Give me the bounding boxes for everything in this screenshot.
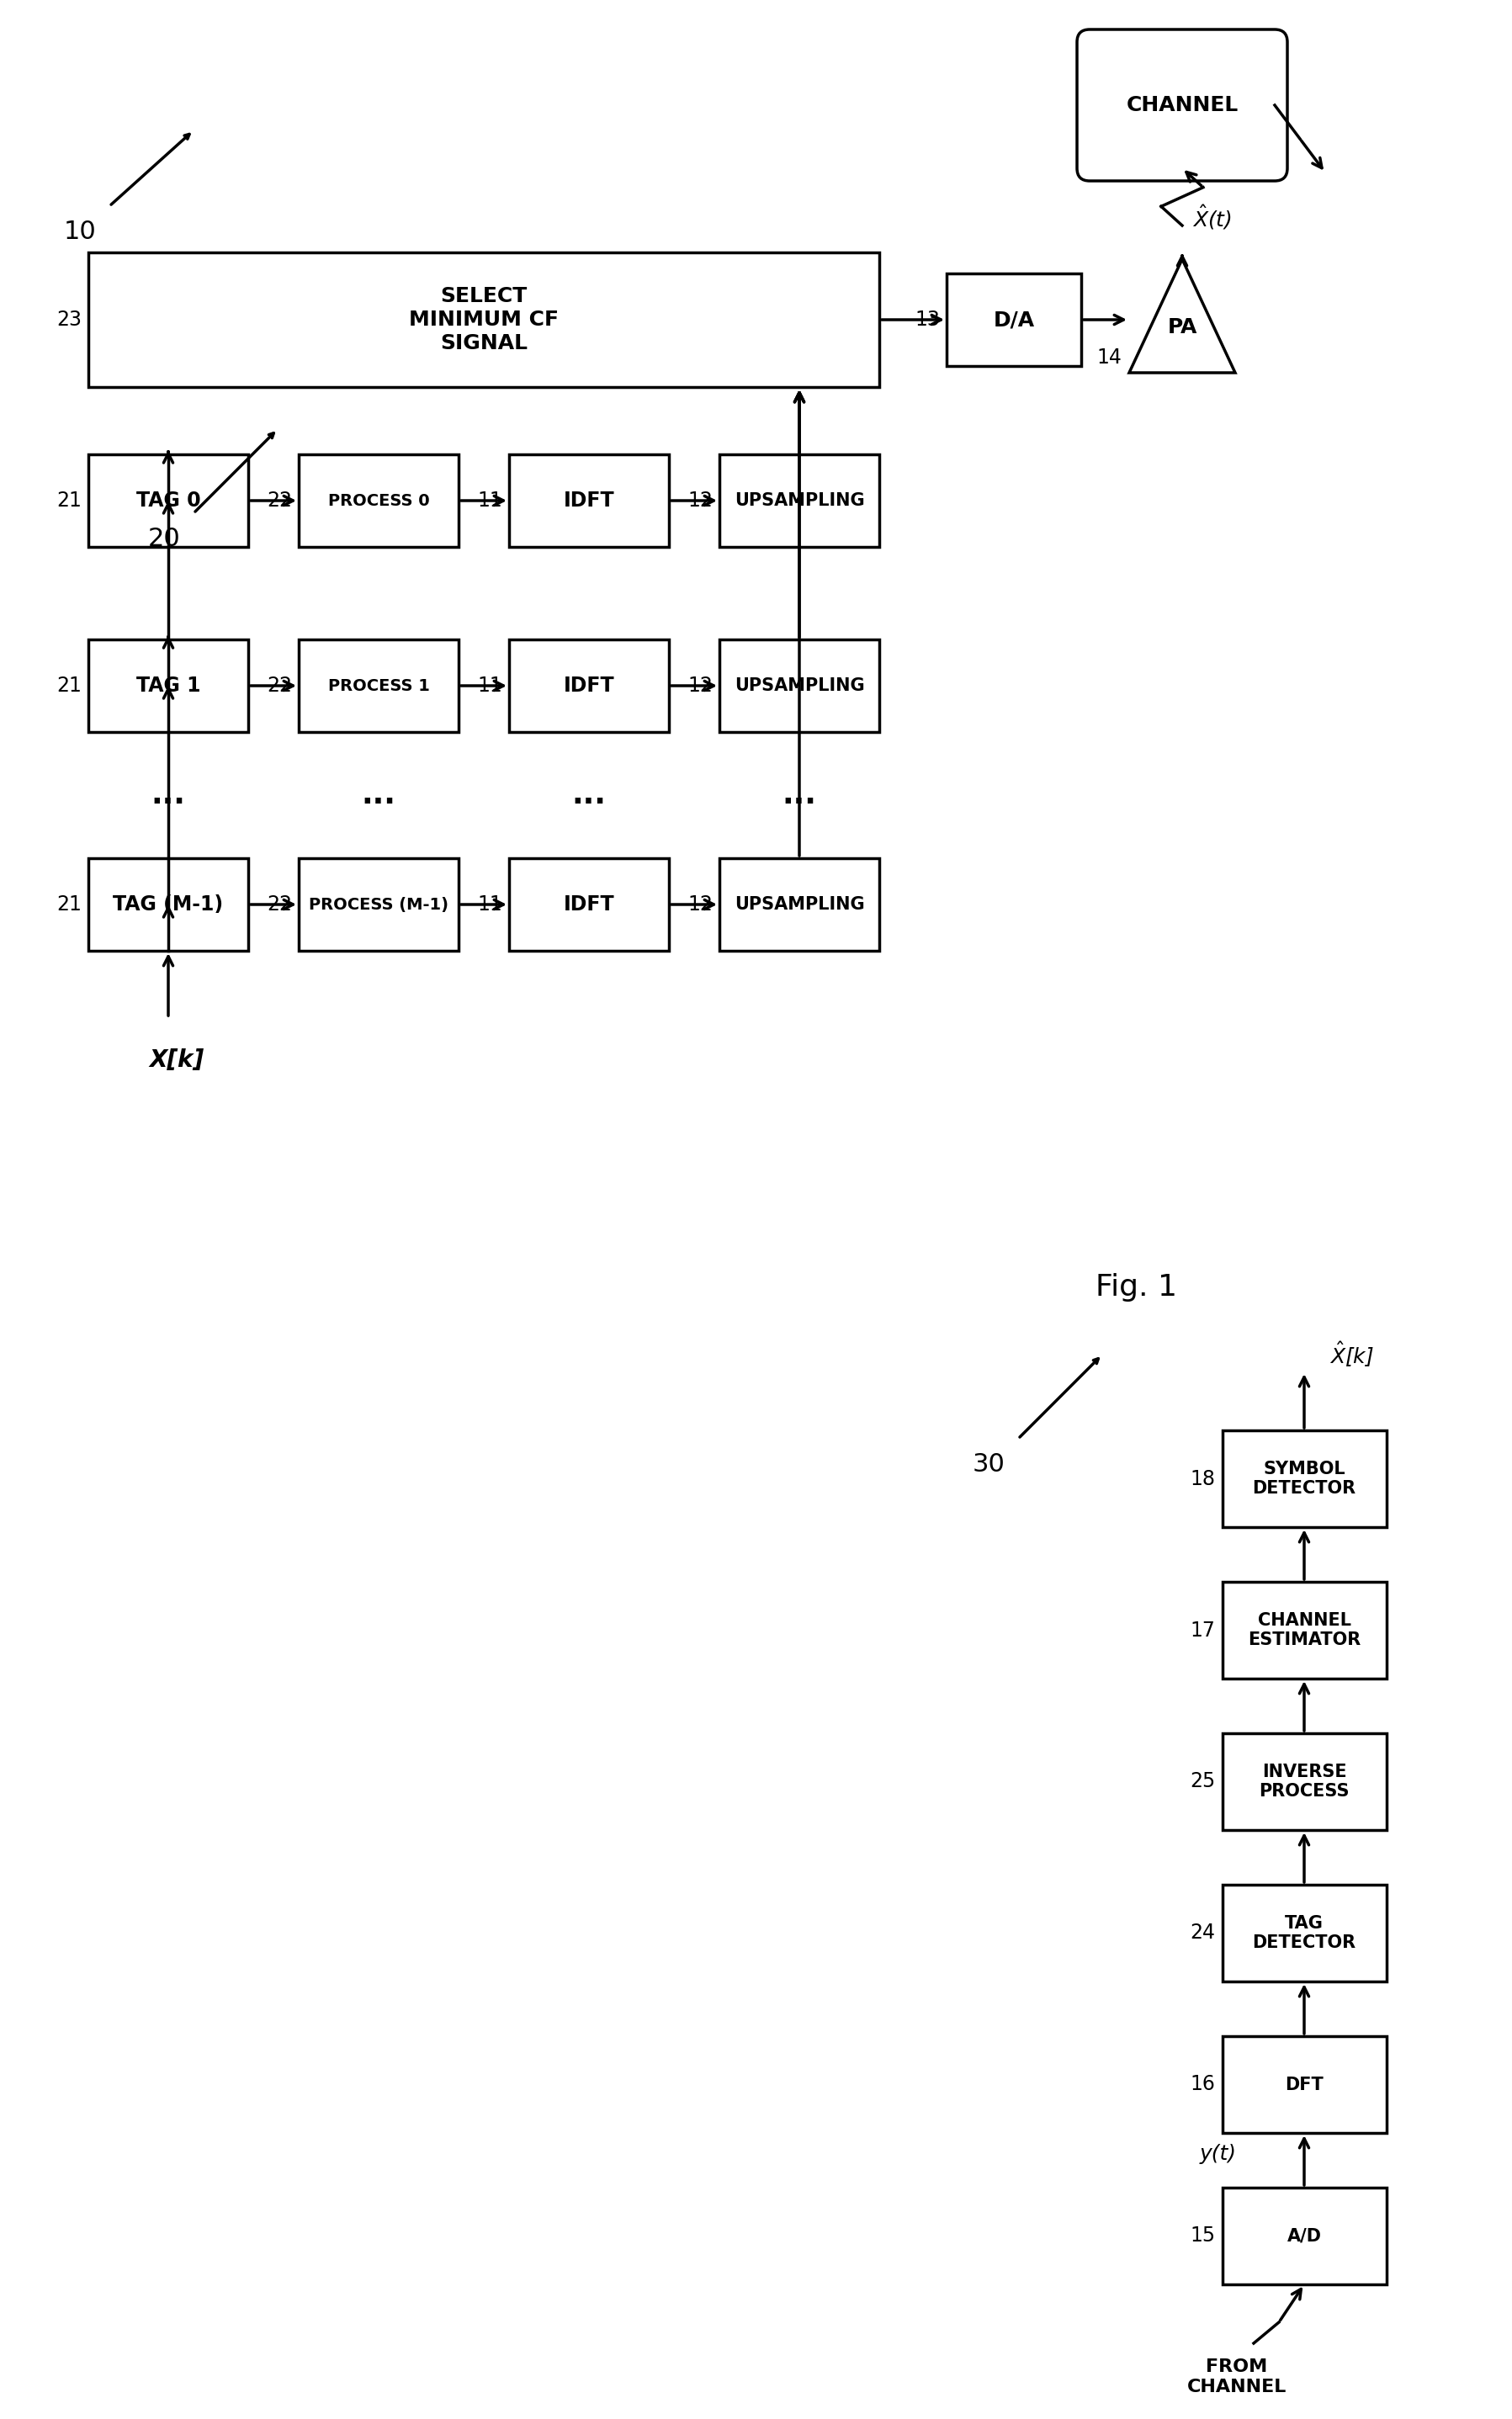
Text: 17: 17	[1190, 1621, 1216, 1640]
Text: y(t): y(t)	[1201, 2143, 1237, 2165]
Bar	[88, 859, 248, 951]
Bar	[299, 455, 458, 547]
Text: D/A: D/A	[993, 310, 1034, 329]
FancyBboxPatch shape	[1077, 29, 1287, 181]
Bar	[720, 639, 880, 733]
Text: SELECT
MINIMUM CF
SIGNAL: SELECT MINIMUM CF SIGNAL	[408, 285, 559, 353]
Text: A/D: A/D	[1287, 2228, 1321, 2245]
Text: PA: PA	[1167, 317, 1198, 336]
Text: ...: ...	[361, 781, 396, 810]
Bar	[88, 639, 248, 733]
Text: ...: ...	[782, 781, 816, 810]
Text: TAG 0: TAG 0	[136, 491, 201, 510]
Text: FROM
CHANNEL: FROM CHANNEL	[1187, 2359, 1287, 2395]
Text: 21: 21	[56, 675, 82, 697]
Text: 20: 20	[148, 527, 180, 552]
Text: PROCESS 1: PROCESS 1	[328, 677, 429, 694]
Text: 22: 22	[266, 675, 292, 697]
Text: UPSAMPLING: UPSAMPLING	[735, 677, 865, 694]
Text: 14: 14	[1096, 348, 1122, 368]
Text: 13: 13	[915, 310, 940, 329]
Text: PROCESS (M-1): PROCESS (M-1)	[308, 897, 449, 912]
Text: 12: 12	[688, 895, 712, 914]
Text: UPSAMPLING: UPSAMPLING	[735, 491, 865, 508]
Text: $\hat{X}$(t): $\hat{X}$(t)	[1191, 203, 1231, 232]
Text: TAG
DETECTOR: TAG DETECTOR	[1252, 1916, 1356, 1952]
Text: ...: ...	[572, 781, 606, 810]
Bar	[1222, 2187, 1387, 2284]
Text: ...: ...	[151, 781, 186, 810]
Text: 12: 12	[688, 491, 712, 510]
Text: 18: 18	[1190, 1468, 1216, 1488]
Text: CHANNEL
ESTIMATOR: CHANNEL ESTIMATOR	[1247, 1611, 1361, 1647]
Text: 25: 25	[1190, 1771, 1216, 1792]
Text: 11: 11	[478, 675, 502, 697]
Text: 10: 10	[64, 220, 97, 244]
Bar	[510, 859, 668, 951]
Bar	[510, 455, 668, 547]
Bar	[510, 639, 668, 733]
Text: IDFT: IDFT	[564, 895, 614, 914]
Bar	[1222, 1430, 1387, 1526]
Bar	[299, 639, 458, 733]
Text: X[k]: X[k]	[150, 1047, 204, 1072]
Bar	[299, 859, 458, 951]
Text: 30: 30	[972, 1451, 1005, 1476]
Text: $\hat{X}$[k]: $\hat{X}$[k]	[1329, 1340, 1374, 1369]
Text: 21: 21	[56, 895, 82, 914]
Text: Fig. 1: Fig. 1	[1095, 1272, 1176, 1301]
Bar	[88, 455, 248, 547]
Bar	[88, 252, 880, 387]
Bar	[1222, 1734, 1387, 1831]
Text: 11: 11	[478, 895, 502, 914]
Text: 12: 12	[688, 675, 712, 697]
Text: 21: 21	[56, 491, 82, 510]
Bar	[1222, 1582, 1387, 1679]
Bar	[1222, 1884, 1387, 1981]
Bar	[720, 455, 880, 547]
Text: 24: 24	[1190, 1923, 1216, 1942]
Text: UPSAMPLING: UPSAMPLING	[735, 895, 865, 912]
Text: 22: 22	[266, 895, 292, 914]
Text: 16: 16	[1190, 2076, 1216, 2095]
Text: TAG (M-1): TAG (M-1)	[113, 895, 224, 914]
Text: 23: 23	[56, 310, 82, 329]
Text: IDFT: IDFT	[564, 675, 614, 697]
Bar	[1222, 2037, 1387, 2134]
Text: DFT: DFT	[1285, 2076, 1323, 2092]
Text: IDFT: IDFT	[564, 491, 614, 510]
Text: INVERSE
PROCESS: INVERSE PROCESS	[1259, 1763, 1349, 1800]
Text: PROCESS 0: PROCESS 0	[328, 493, 429, 508]
Text: 22: 22	[266, 491, 292, 510]
Bar	[720, 859, 880, 951]
Text: CHANNEL: CHANNEL	[1126, 94, 1238, 116]
Bar	[947, 273, 1081, 365]
Text: TAG 1: TAG 1	[136, 675, 201, 697]
Text: SYMBOL
DETECTOR: SYMBOL DETECTOR	[1252, 1461, 1356, 1497]
Text: 15: 15	[1190, 2225, 1216, 2247]
Text: 11: 11	[478, 491, 502, 510]
